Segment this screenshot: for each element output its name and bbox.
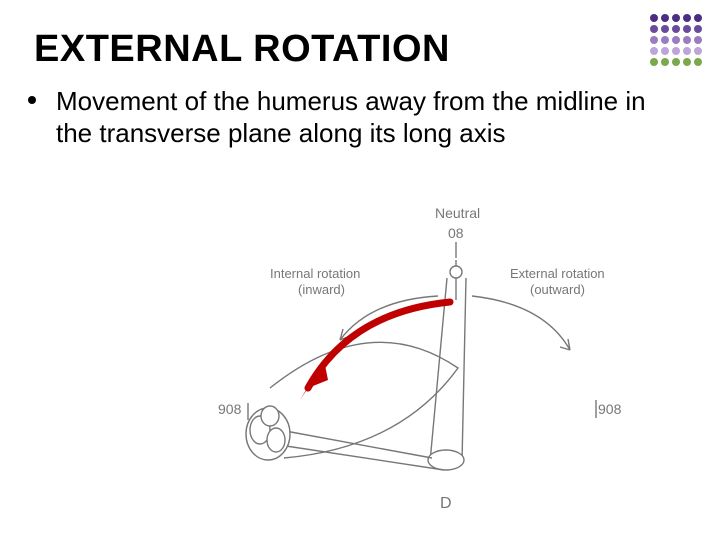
bullet-item: Movement of the humerus away from the mi… [28, 86, 668, 149]
label-internal-bottom: (inward) [298, 282, 345, 297]
label-external-top: External rotation [510, 266, 605, 281]
slide-title: EXTERNAL ROTATION [34, 28, 450, 71]
rotation-diagram: Neutral 08 Internal rotation (inward) Ex… [200, 200, 630, 520]
label-left-value: 908 [218, 401, 242, 417]
label-external-bottom: (outward) [530, 282, 585, 297]
label-internal-top: Internal rotation [270, 266, 360, 281]
label-right-value: 908 [598, 401, 622, 417]
corner-dot-grid [647, 14, 702, 69]
label-panel: D [440, 495, 452, 512]
bullet-text: Movement of the humerus away from the mi… [56, 86, 668, 149]
bullet-marker-icon [28, 96, 36, 104]
label-neutral: Neutral [435, 205, 480, 221]
label-neutral-angle: 08 [448, 225, 464, 241]
